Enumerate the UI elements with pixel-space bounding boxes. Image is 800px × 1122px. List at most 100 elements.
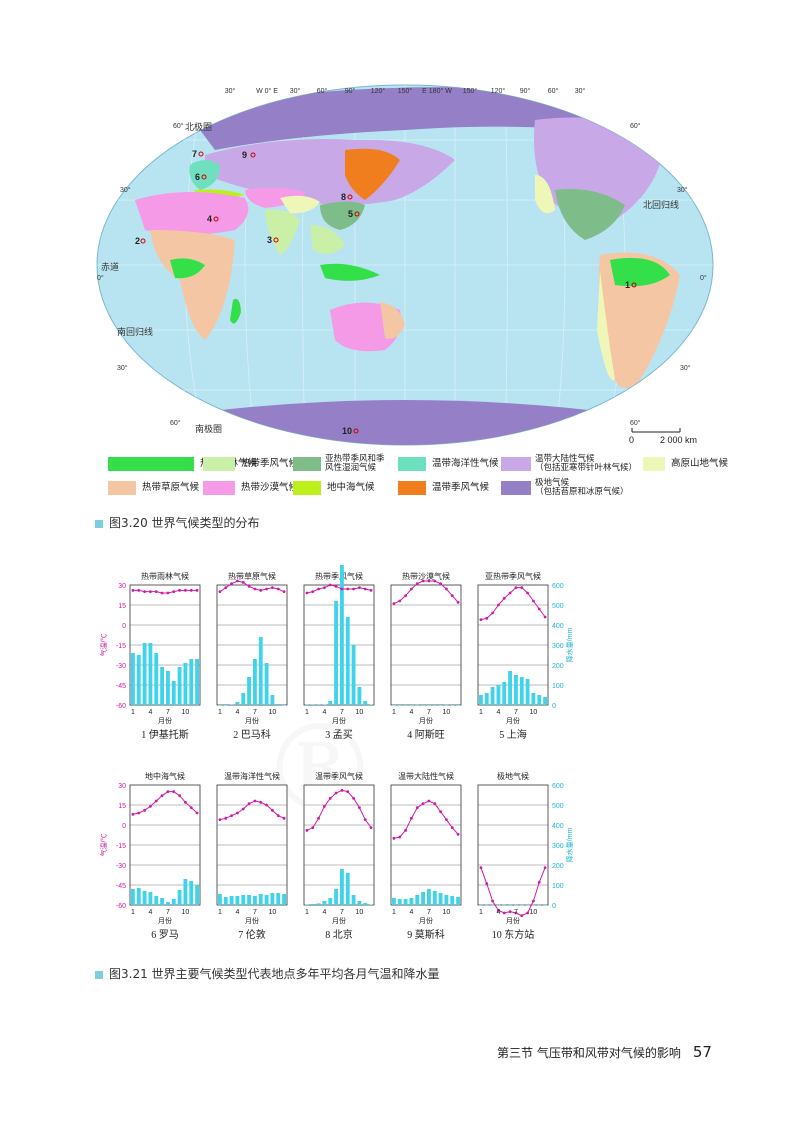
temperature-point <box>311 826 315 830</box>
temperature-point <box>131 588 135 592</box>
precip-bar <box>490 904 495 906</box>
temperature-point <box>323 586 326 590</box>
legend-item: 温带海洋性气候 <box>398 455 499 473</box>
precip-bar <box>484 693 489 705</box>
month-axis-label: 月份 <box>506 916 520 925</box>
svg-text:60°: 60° <box>170 419 181 427</box>
month-tick: 1 <box>131 709 135 716</box>
svg-text:E 180° W: E 180° W <box>422 87 452 95</box>
precip-bar <box>166 902 170 905</box>
temp-tick: 30 <box>118 583 126 590</box>
precip-bar <box>183 879 188 905</box>
svg-text:60°: 60° <box>548 87 559 95</box>
svg-text:3: 3 <box>267 235 272 245</box>
station-label: 7 伦敦 <box>238 928 266 941</box>
precip-bar <box>543 697 547 705</box>
precip-bar <box>427 889 431 905</box>
temperature-point <box>236 579 239 583</box>
temperature-point <box>282 816 286 820</box>
precip-bar <box>316 903 321 905</box>
temperature-point <box>253 799 257 803</box>
month-tick: 7 <box>514 909 518 916</box>
precip-tick: 500 <box>552 603 564 610</box>
legend-item: 热带草原气候 <box>108 479 199 497</box>
precip-bar <box>334 601 338 705</box>
month-tick: 4 <box>148 709 152 716</box>
station-label: 3 孟买 <box>325 729 353 741</box>
temperature-point <box>328 796 332 800</box>
chart-title: 热带草原气候 <box>228 571 276 581</box>
temperature-point <box>346 790 350 794</box>
temperature-point <box>184 588 187 592</box>
month-tick: 4 <box>496 909 500 916</box>
temp-tick: 30 <box>118 783 126 790</box>
svg-text:2: 2 <box>135 236 140 246</box>
legend-swatch <box>108 480 136 495</box>
temp-tick: 15 <box>118 603 126 610</box>
precip-bar <box>322 901 327 905</box>
temperature-point <box>224 816 228 820</box>
temperature-point <box>184 800 187 804</box>
temp-tick: -60 <box>116 903 126 910</box>
temperature-point <box>427 799 431 803</box>
temperature-point <box>265 587 268 591</box>
precip-bar <box>415 895 420 905</box>
precip-bar <box>305 904 309 905</box>
chart-title: 热带季风气候 <box>315 571 363 581</box>
precip-bar <box>438 893 443 905</box>
temperature-point <box>172 590 176 594</box>
temperature-point <box>271 808 274 812</box>
station-label: 5 上海 <box>499 728 527 741</box>
precip-bar <box>276 893 281 905</box>
svg-text:5: 5 <box>348 209 353 219</box>
station-markers: 1 2 3 4 5 6 7 8 9 10 <box>135 149 637 436</box>
temperature-point <box>178 588 181 592</box>
temp-tick: 0 <box>122 823 126 830</box>
temperature-point <box>450 826 454 830</box>
precip-bar <box>444 895 449 905</box>
month-tick: 1 <box>305 909 309 916</box>
precip-bar <box>218 705 222 706</box>
temperature-point <box>520 586 524 590</box>
legend-item: 高原山地气候 <box>643 455 728 473</box>
precip-bar <box>131 653 135 705</box>
temperature-point <box>276 814 280 818</box>
temperature-point <box>433 579 437 583</box>
precip-bar <box>444 704 449 706</box>
precip-tick: 200 <box>552 663 564 670</box>
temperature-point <box>445 818 448 822</box>
month-tick: 7 <box>427 709 431 716</box>
legend-item: 温带季风气候 <box>398 479 489 497</box>
precip-bar <box>195 885 199 905</box>
section-title: 第三节 气压带和风带对气候的影响 <box>497 1046 681 1060</box>
precip-bar <box>177 890 182 905</box>
legend-swatch <box>108 456 194 471</box>
month-tick: 4 <box>322 909 326 916</box>
temperature-point <box>439 810 442 814</box>
temperature-point <box>532 599 535 603</box>
precip-bar <box>357 901 362 905</box>
legend-swatch <box>293 480 321 495</box>
month-tick: 1 <box>305 709 309 716</box>
temperature-point <box>305 828 309 832</box>
svg-text:10: 10 <box>342 426 352 436</box>
chart-title: 亚热带季风气候 <box>485 571 541 581</box>
temperature-point <box>537 607 541 611</box>
precip-bar <box>531 904 536 906</box>
temperature-point <box>363 587 367 591</box>
month-tick: 7 <box>253 709 257 716</box>
precip-bar <box>310 904 315 905</box>
precip-bar <box>189 881 194 905</box>
svg-text:60°: 60° <box>317 87 328 95</box>
temperature-point <box>154 799 158 803</box>
precip-bar <box>189 659 194 705</box>
temperature-point <box>369 826 373 830</box>
precip-bar <box>496 685 501 705</box>
temperature-point <box>450 594 454 598</box>
precip-bar <box>514 904 518 906</box>
precip-tick: 200 <box>552 863 564 870</box>
temperature-point <box>415 582 419 586</box>
temperature-point <box>247 584 251 588</box>
temperature-point <box>259 588 263 592</box>
month-tick: 1 <box>479 909 483 916</box>
